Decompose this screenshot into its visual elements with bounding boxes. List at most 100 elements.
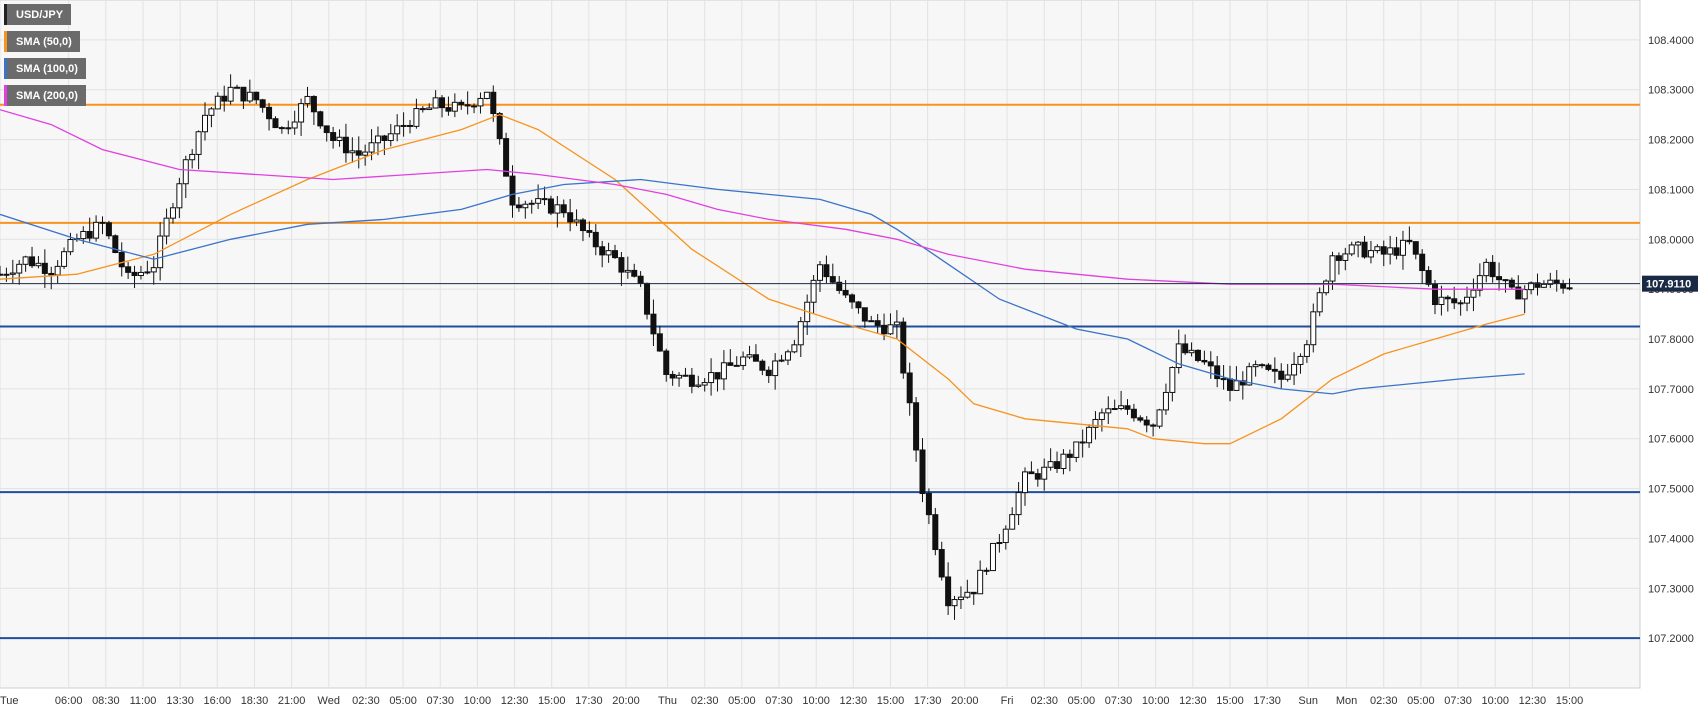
candle-body [169, 207, 176, 219]
candle-body [419, 108, 426, 111]
x-tick-label: 10:00 [1142, 695, 1170, 707]
y-tick-label: 108.4000 [1648, 35, 1694, 47]
legend-sma100[interactable]: SMA (100,0) [4, 58, 86, 79]
candle-body [426, 107, 433, 111]
candle-body [1015, 492, 1022, 516]
candle-body [195, 131, 202, 155]
candle-body [900, 321, 907, 374]
candle-body [1098, 412, 1105, 420]
x-tick-label: 08:30 [92, 695, 120, 707]
candle-body [310, 95, 317, 113]
candle-body [464, 104, 471, 107]
legend-sma200[interactable]: SMA (200,0) [4, 85, 86, 106]
candle-body [951, 599, 958, 607]
x-tick-label: 17:30 [1253, 695, 1281, 707]
x-tick-label: 02:30 [1370, 695, 1398, 707]
candle-body [1130, 408, 1137, 419]
candle-body [1393, 247, 1400, 256]
candle-body [554, 204, 561, 214]
candle-body [125, 266, 132, 273]
x-tick-label: 12:30 [1179, 695, 1207, 707]
candle-body [99, 221, 106, 224]
x-tick-label: 15:00 [1216, 695, 1244, 707]
x-tick-label: 07:30 [1105, 695, 1133, 707]
candle-body [503, 138, 510, 177]
x-tick-label: Thu [658, 695, 677, 707]
candle-body [669, 373, 676, 379]
candle-body [304, 95, 311, 105]
candle-body [1284, 374, 1291, 380]
legend-swatch-sma200 [4, 85, 7, 106]
candle-body [214, 95, 221, 110]
candle-body [1297, 355, 1304, 365]
candle-body [336, 136, 343, 141]
candle-body [945, 576, 952, 607]
candle-body [688, 374, 695, 387]
candle-body [778, 359, 785, 362]
current-price-badge [1642, 275, 1698, 292]
candle-body [368, 142, 375, 153]
candle-body [810, 279, 817, 303]
candle-body [1566, 287, 1573, 290]
candle-body [650, 313, 657, 335]
y-tick-label: 108.1000 [1648, 184, 1694, 196]
legend-usdjpy[interactable]: USD/JPY [4, 4, 72, 25]
candle-body [1233, 380, 1240, 391]
candle-body [1457, 302, 1464, 305]
candle-body [541, 198, 548, 201]
candle-body [1118, 405, 1125, 410]
candle-body [957, 596, 964, 601]
candle-body [323, 125, 330, 134]
legend-label-sma200: SMA (200,0) [16, 89, 78, 102]
candle-body [1041, 466, 1048, 480]
candle-body [1079, 441, 1086, 444]
legend-sma50[interactable]: SMA (50,0) [4, 31, 80, 52]
candle-body [105, 222, 112, 237]
candle-body [631, 269, 638, 277]
candle-body [1265, 364, 1272, 370]
candle-body [432, 97, 439, 109]
candle-body [836, 281, 843, 291]
legend-swatch-sma100 [4, 58, 7, 79]
candle-body [93, 221, 100, 239]
candle-body [9, 272, 16, 275]
candle-body [913, 402, 920, 451]
candle-body [458, 101, 465, 106]
candle-body [1150, 424, 1157, 427]
candle-body [1252, 364, 1259, 368]
x-tick-label: 07:30 [765, 695, 793, 707]
candle-body [573, 219, 580, 223]
candle-body [759, 360, 766, 371]
candle-body [893, 321, 900, 326]
candle-body [1553, 279, 1560, 285]
candle-body [413, 108, 420, 127]
candle-body [1355, 241, 1362, 246]
x-tick-label: 18:30 [241, 695, 269, 707]
candle-body [1316, 292, 1323, 313]
candle-body [663, 350, 670, 375]
x-tick-label: 15:00 [538, 695, 566, 707]
candle-body [234, 86, 241, 89]
candle-body [509, 175, 516, 206]
candle-body [618, 257, 625, 273]
candle-body [977, 569, 984, 595]
candle-body [54, 265, 61, 276]
candle-body [1323, 280, 1330, 294]
x-tick-label: 17:30 [575, 695, 603, 707]
candle-body [266, 106, 273, 120]
plot-area [0, 0, 1641, 689]
candle-body [1259, 364, 1266, 367]
candle-body [772, 360, 779, 377]
candle-body [342, 136, 349, 154]
candle-body [259, 99, 266, 108]
candle-body [1367, 250, 1374, 258]
candle-body [752, 354, 759, 362]
candle-body [1361, 241, 1368, 258]
candle-body [970, 591, 977, 595]
candle-body [1483, 261, 1490, 277]
candle-body [861, 307, 868, 322]
candle-body [144, 271, 151, 274]
y-tick-label: 107.6000 [1648, 434, 1694, 446]
candle-body [740, 356, 747, 367]
